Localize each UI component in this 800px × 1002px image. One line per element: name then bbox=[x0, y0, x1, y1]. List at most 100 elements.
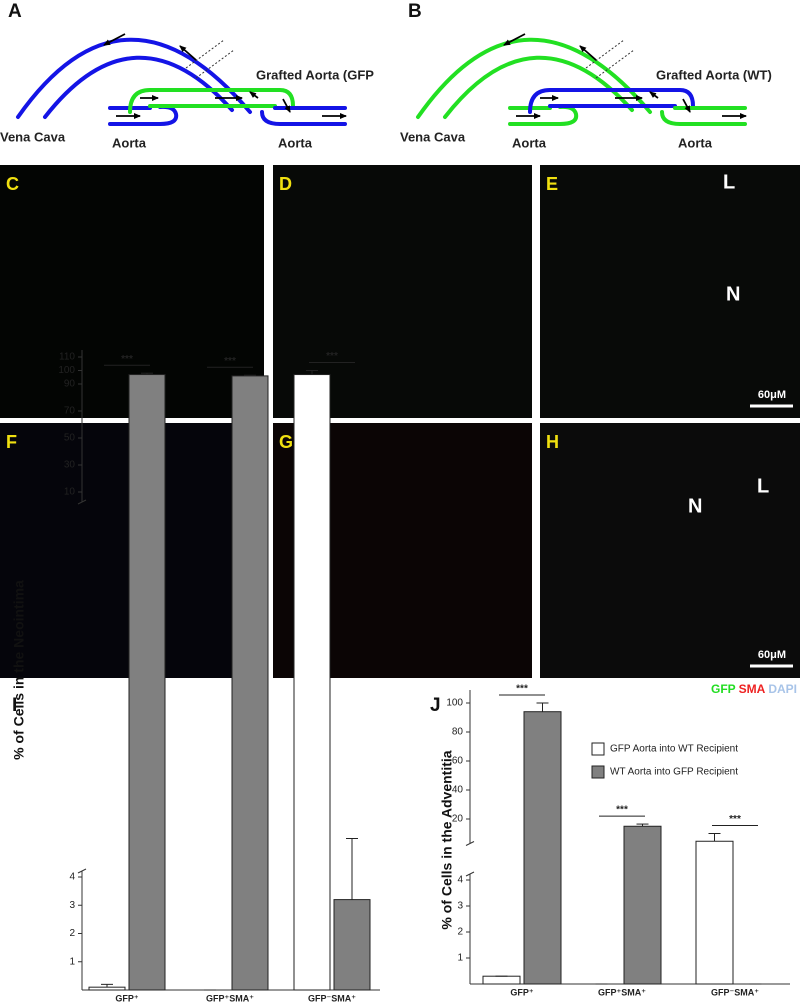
y-tick-label: 80 bbox=[452, 727, 464, 738]
y-tick-label: 4 bbox=[457, 875, 463, 886]
y-tick-label: 3 bbox=[69, 900, 75, 911]
flow-arrow bbox=[682, 98, 691, 113]
label: Grafted Aorta (GFP bbox=[256, 67, 374, 82]
y-tick-label: 110 bbox=[59, 352, 75, 363]
error-bar bbox=[536, 702, 549, 712]
label: Aorta bbox=[512, 135, 547, 150]
legend-label: GFP Aorta into WT Recipient bbox=[610, 744, 738, 755]
error-bar bbox=[141, 372, 153, 375]
panel-letter: A bbox=[8, 1, 22, 22]
bar bbox=[88, 986, 126, 991]
flow-arrow bbox=[249, 91, 259, 99]
diagram: B Vena Cava Aorta Aorta Grafted Aorta (W… bbox=[400, 1, 772, 150]
scale-label: 60μM bbox=[758, 649, 786, 661]
legend-label: WT Aorta into GFP Recipient bbox=[610, 767, 738, 778]
significance-label: *** bbox=[616, 805, 628, 816]
axis-break bbox=[77, 499, 87, 505]
stain-label: DAPI bbox=[768, 682, 797, 696]
y-tick-label: 50 bbox=[64, 433, 76, 444]
label: Vena Cava bbox=[400, 129, 466, 144]
y-tick-label: 70 bbox=[64, 406, 76, 417]
stain-label: SMA bbox=[739, 682, 766, 696]
scale-label: 60μM bbox=[758, 389, 786, 401]
bar bbox=[482, 975, 521, 985]
axis-break bbox=[465, 871, 475, 877]
bar bbox=[623, 825, 662, 985]
region-label: N bbox=[726, 283, 740, 305]
flow-arrow bbox=[579, 45, 597, 61]
micrograph bbox=[540, 165, 800, 418]
significance-label: *** bbox=[729, 814, 741, 825]
label: Aorta bbox=[278, 135, 313, 150]
x-tick-label: GFP⁺SMA⁺ bbox=[598, 987, 646, 997]
panel-letter: G bbox=[279, 432, 293, 452]
bar bbox=[523, 711, 562, 985]
y-tick-label: 4 bbox=[69, 872, 75, 883]
error-bar bbox=[346, 838, 358, 900]
panel-letter: F bbox=[6, 432, 17, 452]
axis-break bbox=[77, 868, 87, 874]
label: Grafted Aorta (WT) bbox=[656, 67, 772, 82]
y-tick-label: 100 bbox=[446, 698, 463, 709]
label: Aorta bbox=[678, 135, 713, 150]
y-tick-label: 30 bbox=[64, 460, 76, 471]
diagram: A Vena Cava Aorta Aorta Grafted Aorta (G… bbox=[0, 1, 374, 150]
graft-outer bbox=[128, 88, 295, 114]
stain-legend: GFP SMA DAPI bbox=[711, 682, 797, 696]
panel-letter: D bbox=[279, 174, 292, 194]
y-tick-label: 40 bbox=[452, 785, 464, 796]
y-tick-label: 10 bbox=[64, 487, 76, 498]
panel-letter: J bbox=[430, 695, 441, 716]
panel-letter: E bbox=[546, 174, 558, 194]
y-tick-label: 1 bbox=[69, 956, 75, 967]
ligation bbox=[185, 39, 225, 69]
panel-letter: H bbox=[546, 432, 559, 452]
error-bar bbox=[636, 823, 649, 827]
y-tick-label: 20 bbox=[452, 814, 464, 825]
y-tick-label: 2 bbox=[69, 928, 75, 939]
x-tick-label: GFP⁺ bbox=[510, 987, 534, 997]
axis-break bbox=[465, 841, 475, 846]
y-tick-label: 2 bbox=[457, 927, 463, 938]
stain-label: GFP bbox=[711, 682, 736, 696]
x-tick-label: GFP⁺ bbox=[115, 993, 139, 1002]
bar bbox=[231, 375, 269, 991]
significance-label: *** bbox=[224, 356, 236, 367]
significance-label: *** bbox=[121, 354, 133, 365]
panel-letter: C bbox=[6, 174, 19, 194]
bar bbox=[293, 374, 331, 991]
vena-cava-inner bbox=[43, 55, 234, 119]
error-bar bbox=[708, 833, 721, 842]
x-tick-label: GFP⁺SMA⁺ bbox=[206, 993, 254, 1002]
flow-arrow bbox=[282, 98, 291, 113]
error-bar bbox=[244, 374, 256, 376]
error-bar bbox=[101, 983, 113, 988]
y-tick-label: 3 bbox=[457, 901, 463, 912]
region-label: N bbox=[688, 495, 702, 517]
y-tick-label: 100 bbox=[58, 365, 75, 376]
bar bbox=[128, 374, 166, 991]
graft-outer bbox=[528, 88, 695, 114]
vena-cava-outer bbox=[416, 37, 652, 119]
vena-cava-outer bbox=[16, 37, 252, 119]
bar bbox=[333, 899, 371, 991]
label: Aorta bbox=[112, 135, 147, 150]
region-label: L bbox=[757, 475, 769, 497]
error-bar bbox=[306, 370, 318, 375]
flow-arrow bbox=[649, 91, 659, 99]
aorta-right-loop bbox=[260, 110, 347, 126]
region-label: L bbox=[723, 171, 735, 193]
flow-arrow bbox=[179, 45, 197, 61]
y-tick-label: 1 bbox=[457, 953, 463, 964]
x-tick-label: GFP⁻SMA⁺ bbox=[711, 987, 759, 997]
legend-swatch bbox=[591, 765, 605, 779]
significance-label: *** bbox=[326, 351, 338, 362]
flow-arrow bbox=[103, 33, 126, 46]
y-tick-label: 60 bbox=[452, 756, 464, 767]
flow-arrow bbox=[503, 33, 526, 46]
x-tick-label: GFP⁻SMA⁺ bbox=[308, 993, 356, 1002]
panel-letter: I bbox=[12, 695, 17, 716]
bar bbox=[695, 840, 734, 985]
vena-cava-inner bbox=[443, 55, 634, 119]
